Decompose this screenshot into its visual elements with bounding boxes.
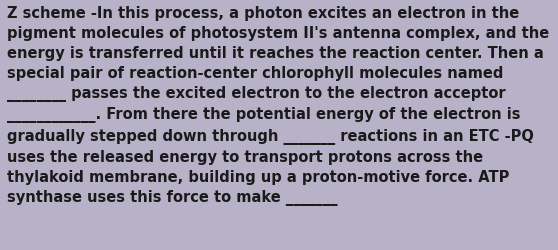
Text: Z scheme -In this process, a photon excites an electron in the
pigment molecules: Z scheme -In this process, a photon exci… (7, 6, 549, 205)
